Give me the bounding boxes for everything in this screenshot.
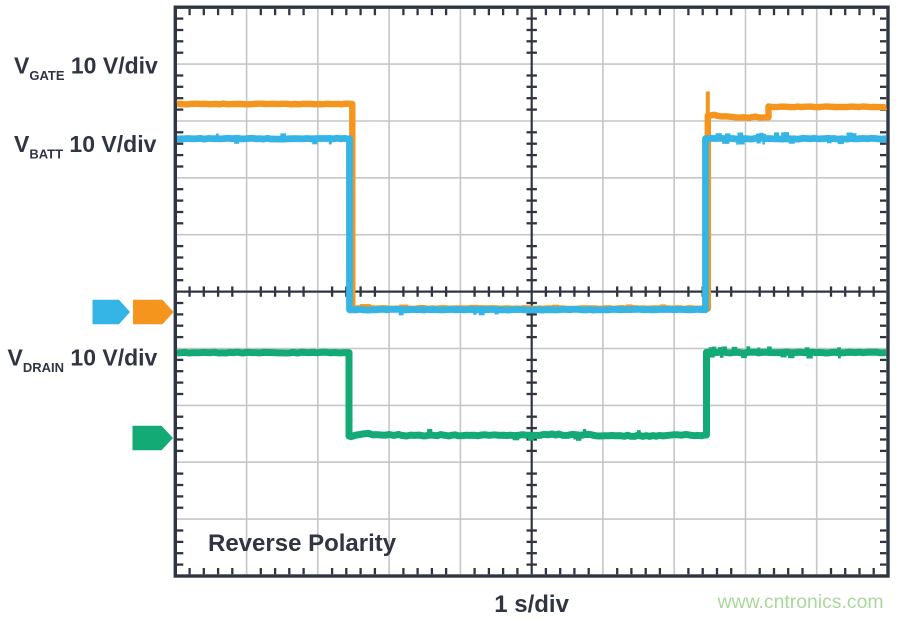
- svg-text:Reverse Polarity: Reverse Polarity: [208, 530, 397, 557]
- svg-text:1 s/div: 1 s/div: [494, 591, 569, 618]
- svg-text:VDRAIN 10 V/div: VDRAIN 10 V/div: [8, 345, 158, 375]
- svg-text:VGATE 10 V/div: VGATE 10 V/div: [14, 53, 158, 83]
- svg-text:www.cntronics.com: www.cntronics.com: [717, 591, 884, 613]
